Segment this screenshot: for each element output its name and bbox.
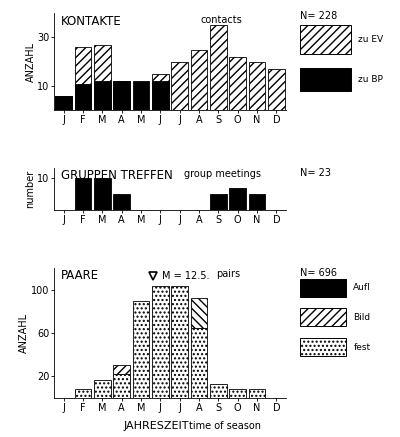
Text: contacts: contacts [200, 15, 242, 25]
Text: fest: fest [353, 343, 370, 352]
Text: N= 228: N= 228 [300, 11, 337, 21]
Bar [249, 194, 265, 210]
Bar [94, 81, 110, 110]
Bar [300, 338, 346, 356]
Bar [300, 67, 351, 91]
Text: time of season: time of season [188, 421, 260, 431]
Bar [94, 45, 110, 110]
Bar [152, 81, 168, 110]
Bar [191, 298, 207, 327]
Bar [268, 69, 284, 110]
Bar [114, 81, 130, 110]
Bar [94, 380, 110, 398]
Text: PAARE: PAARE [61, 270, 99, 282]
Y-axis label: number: number [26, 170, 36, 208]
Bar [114, 374, 130, 398]
Bar [172, 62, 188, 110]
Bar [300, 25, 351, 54]
Bar [230, 389, 246, 398]
Text: zu BP: zu BP [358, 75, 383, 83]
Bar [114, 81, 130, 110]
Text: M = 12.5.: M = 12.5. [162, 271, 210, 281]
Text: N= 696: N= 696 [300, 268, 337, 278]
Bar [249, 389, 265, 398]
Bar [75, 389, 91, 398]
Text: pairs: pairs [216, 270, 240, 279]
Text: Bild: Bild [353, 313, 370, 322]
Text: GRUPPEN TREFFEN: GRUPPEN TREFFEN [61, 169, 173, 182]
Bar [230, 187, 246, 210]
Bar [300, 308, 346, 326]
Bar [152, 74, 168, 110]
Bar [75, 47, 91, 110]
Bar [300, 278, 346, 297]
Text: zu EV: zu EV [358, 35, 383, 44]
Bar [191, 327, 207, 398]
Bar [133, 81, 149, 110]
Bar [210, 384, 226, 398]
Bar [191, 49, 207, 110]
Text: N= 23: N= 23 [300, 167, 331, 177]
Bar [172, 287, 188, 398]
Bar [133, 301, 149, 398]
Y-axis label: ANZAHL: ANZAHL [26, 42, 36, 82]
Bar [56, 96, 72, 110]
Bar [114, 365, 130, 374]
Bar [56, 96, 72, 110]
Text: KONTAKTE: KONTAKTE [61, 15, 122, 28]
Text: group meetings: group meetings [184, 169, 261, 179]
Bar [94, 178, 110, 210]
Bar [230, 57, 246, 110]
Bar [114, 194, 130, 210]
Text: Aufl: Aufl [353, 283, 371, 292]
Bar [249, 62, 265, 110]
Bar [210, 25, 226, 110]
Text: JAHRESZEIT: JAHRESZEIT [124, 421, 189, 431]
Bar [152, 287, 168, 398]
Y-axis label: ANZAHL: ANZAHL [19, 313, 29, 353]
Bar [210, 194, 226, 210]
Bar [75, 178, 91, 210]
Bar [75, 83, 91, 110]
